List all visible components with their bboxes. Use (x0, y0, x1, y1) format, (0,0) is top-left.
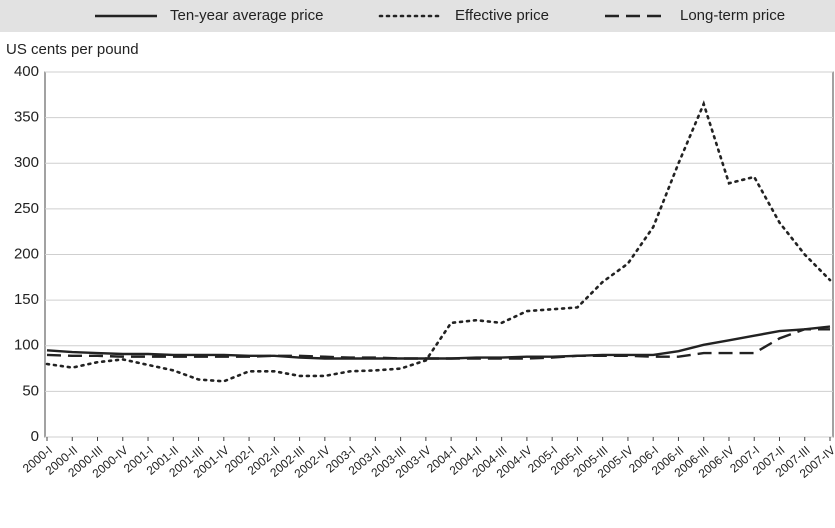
y-tick-label: 150 (14, 291, 39, 308)
y-tick-label: 50 (22, 382, 39, 399)
y-tick-label: 0 (31, 428, 39, 445)
y-tick-label: 400 (14, 63, 39, 80)
legend-label: Ten-year average price (170, 7, 323, 24)
y-tick-label: 250 (14, 200, 39, 217)
y-tick-label: 100 (14, 337, 39, 354)
legend-label: Long-term price (680, 7, 785, 24)
legend: Ten-year average price Effective price Lon… (95, 7, 785, 24)
series-line (45, 100, 832, 383)
y-tick-label: 200 (14, 245, 39, 262)
legend-label: Effective price (455, 7, 549, 24)
y-tick-label: 300 (14, 154, 39, 171)
series-line (46, 328, 830, 360)
y-axis-label: US cents per pound (6, 41, 139, 58)
y-tick-label: 350 (14, 109, 39, 126)
